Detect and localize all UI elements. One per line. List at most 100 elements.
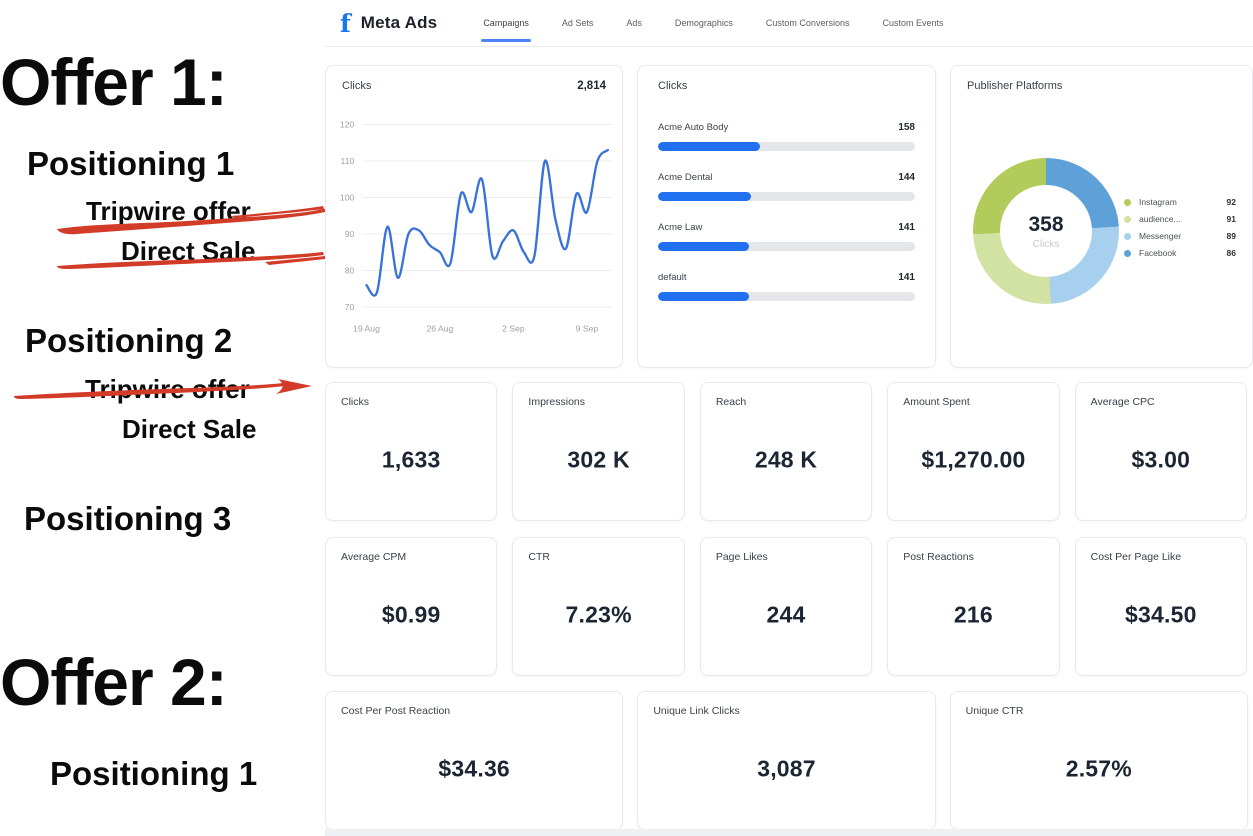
metric-label: Average CPM: [341, 551, 407, 563]
legend-dot-icon: [1124, 215, 1131, 223]
metric-label: Average CPC: [1090, 396, 1155, 408]
metric-card-page-likes: Page Likes 244: [699, 537, 873, 676]
svg-text:90: 90: [345, 229, 355, 239]
bar-fill: [658, 292, 749, 301]
red-strike-tripwire-1-icon: [57, 206, 325, 235]
bar-row-default: default 141: [658, 272, 915, 301]
meta-ads-dashboard: f Meta Ads Campaigns Ad Sets Ads Demographi…: [325, 0, 1253, 836]
legend-value: 91: [1226, 214, 1236, 224]
offer2-title: Offer 2:: [0, 645, 228, 719]
bar-label: Acme Law: [658, 222, 703, 233]
metric-card-average-cpc: Average CPC $3.00: [1074, 382, 1248, 521]
legend-row-messenger: Messenger 89: [1124, 231, 1236, 241]
bar-label: Acme Dental: [658, 172, 713, 183]
tab-demographics[interactable]: Demographics: [674, 18, 733, 28]
legend-dot-icon: [1124, 232, 1131, 240]
metric-card-impressions: Impressions 302 K: [512, 382, 685, 521]
metric-value: 3,087: [757, 755, 816, 782]
svg-text:120: 120: [340, 120, 355, 130]
legend-row-instagram: Instagram 92: [1124, 197, 1236, 207]
metric-value: 2.57%: [1065, 755, 1132, 782]
metric-value: $3.00: [1131, 446, 1191, 473]
metric-value: $1,270.00: [921, 446, 1026, 473]
metric-card-average-cpm: Average CPM $0.99: [325, 537, 498, 676]
bar-row-acme-law: Acme Law 141: [658, 222, 915, 251]
bar-value: 158: [898, 122, 915, 133]
clicks-by-campaign-card: Clicks Acme Auto Body 158 Acme Dental 144 Ac…: [637, 65, 936, 368]
tab-campaigns[interactable]: Campaigns: [481, 0, 531, 46]
metric-label: Cost Per Post Reaction: [341, 705, 451, 717]
metric-card-cost-per-page-like: Cost Per Page Like $34.50: [1074, 537, 1248, 676]
svg-text:70: 70: [345, 302, 355, 312]
clicks-line-chart: 120 110 100 90 80 70 19 Aug 26 Aug 2 Sep 9 Sep: [340, 120, 612, 333]
donut-title: Publisher Platforms: [967, 80, 1063, 92]
metric-card-amount-spent: Amount Spent $1,270.00: [887, 382, 1060, 521]
clicks-line-chart-card: Clicks 2,814 120 110 100 90 80 70 19 Aug 26 Aug…: [325, 65, 623, 368]
tab-custom-events[interactable]: Custom Events: [882, 18, 944, 28]
metric-value: 248 K: [754, 446, 818, 473]
metric-card-clicks: Clicks 1,633: [325, 382, 498, 521]
bar-fill: [658, 142, 760, 151]
metrics-row-1: Clicks 1,633 Impressions 302 K Reach 248 K Amo…: [325, 382, 1248, 521]
bar-track: [658, 192, 915, 201]
bar-value: 141: [898, 272, 915, 283]
metric-label: Amount Spent: [903, 396, 970, 408]
facebook-logo-icon: f: [340, 8, 351, 38]
offer1-pos2-direct: Direct Sale: [122, 414, 257, 444]
metric-card-unique-link-clicks: Unique Link Clicks 3,087: [637, 691, 936, 830]
metric-value: $34.50: [1125, 601, 1197, 628]
metric-label: Post Reactions: [903, 551, 974, 563]
app-title: Meta Ads: [360, 13, 438, 32]
bar-track: [658, 242, 915, 251]
legend-label: Messenger: [1139, 231, 1182, 241]
metric-label: Impressions: [528, 396, 586, 408]
header-tabs: Campaigns Ad Sets Ads Demographics Custom Co…: [481, 0, 944, 46]
offer1-positioning1: Positioning 1: [27, 145, 235, 182]
donut-legend: Instagram 92 audience... 91 Messenger 89 Faceb…: [1124, 197, 1236, 265]
red-strike-tripwire-2-icon: [14, 379, 312, 399]
offer1-title: Offer 1:: [0, 45, 228, 119]
donut-total-label: Clicks: [1032, 238, 1060, 250]
donut-center: 358 Clicks: [973, 158, 1119, 304]
bar-label: default: [658, 272, 687, 283]
tab-ads[interactable]: Ads: [626, 18, 642, 28]
metric-label: Cost Per Page Like: [1090, 551, 1182, 563]
clicks-bar-list: Acme Auto Body 158 Acme Dental 144 Acme Law 1…: [658, 122, 915, 301]
legend-dot-icon: [1124, 198, 1131, 206]
metric-card-cost-per-post-reaction: Cost Per Post Reaction $34.36: [325, 691, 624, 830]
metric-card-ctr: CTR 7.23%: [512, 537, 685, 676]
legend-label: audience...: [1139, 214, 1181, 224]
tab-ad-sets[interactable]: Ad Sets: [561, 18, 594, 28]
metric-value: 7.23%: [565, 601, 632, 628]
bar-fill: [658, 242, 749, 251]
publisher-platforms-card: Publisher Platforms 358 Clicks Instagram…: [950, 65, 1253, 368]
bar-row-acme-auto-body: Acme Auto Body 158: [658, 122, 915, 151]
svg-text:110: 110: [341, 156, 355, 166]
publisher-platforms-donut: [973, 158, 1119, 304]
line-chart-title: Clicks: [342, 80, 372, 92]
legend-row-facebook: Facebook 86: [1124, 248, 1236, 258]
bar-track: [658, 142, 915, 151]
legend-value: 86: [1226, 248, 1236, 258]
tab-custom-conversions[interactable]: Custom Conversions: [765, 18, 850, 28]
metric-label: Clicks: [341, 396, 369, 408]
legend-value: 89: [1226, 231, 1236, 241]
svg-text:26 Aug: 26 Aug: [427, 323, 454, 333]
legend-row-audience-: audience... 91: [1124, 214, 1236, 224]
metric-card-reach: Reach 248 K: [699, 382, 873, 521]
metric-card-post-reactions: Post Reactions 216: [887, 537, 1060, 676]
bar-value: 144: [898, 172, 915, 183]
bar-track: [658, 292, 915, 301]
offer1-positioning2: Positioning 2: [25, 322, 233, 359]
dashboard-header: f Meta Ads Campaigns Ad Sets Ads Demographi…: [325, 0, 1253, 47]
legend-label: Instagram: [1139, 197, 1177, 207]
svg-text:2 Sep: 2 Sep: [502, 323, 525, 333]
metric-value: 244: [766, 601, 806, 628]
metric-label: Reach: [715, 396, 747, 408]
svg-text:9 Sep: 9 Sep: [576, 323, 599, 333]
svg-text:19 Aug: 19 Aug: [353, 323, 380, 333]
legend-label: Facebook: [1139, 248, 1177, 258]
donut-total-value: 358: [1028, 212, 1064, 236]
metric-value: 1,633: [381, 446, 441, 473]
